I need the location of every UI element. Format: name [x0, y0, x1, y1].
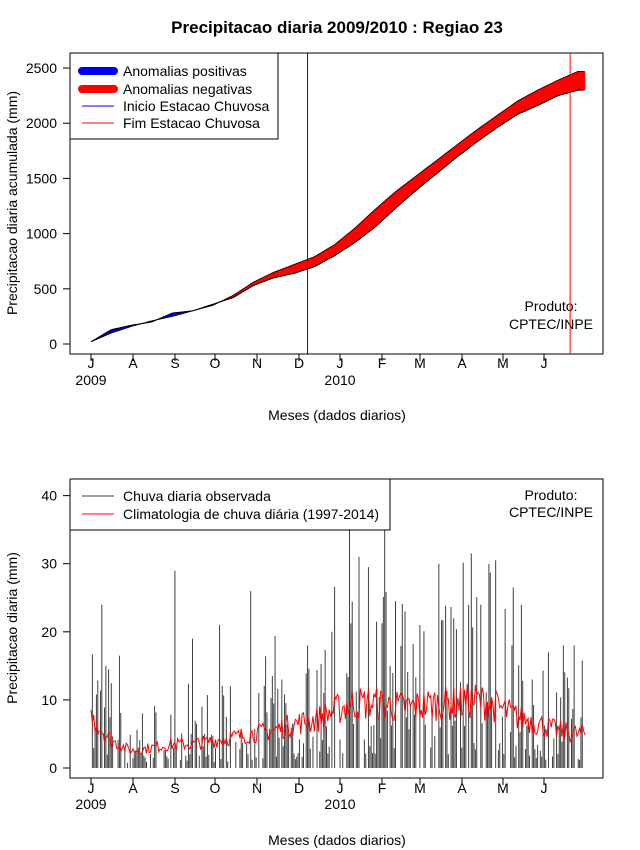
top-y-tick-label: 500	[34, 281, 58, 297]
legend-label-fim: Fim Estacao Chuvosa	[123, 115, 260, 131]
top-x-tick-label: O	[210, 355, 221, 371]
top-x-axis-label: Meses (dados diarios)	[268, 407, 406, 423]
legend-label-climatology: Climatologia de chuva diária (1997-2014)	[123, 506, 379, 522]
bottom-x-axis-label: Meses (dados diarios)	[268, 832, 406, 848]
top-y-tick-label: 1000	[26, 226, 57, 242]
observed-cumulative-line	[90, 89, 584, 343]
top-annotation-cptec: CPTEC/INPE	[509, 316, 593, 332]
legend-label-positive: Anomalias positivas	[123, 63, 247, 79]
bottom-x-tick-label: N	[252, 780, 262, 796]
legend-label-negative: Anomalias negativas	[123, 81, 252, 97]
legend-label-observed: Chuva diaria observada	[123, 488, 271, 504]
top-year-label-2009: 2009	[75, 372, 106, 388]
bottom-x-tick-label: A	[457, 780, 467, 796]
bottom-y-tick-label: 0	[49, 760, 57, 776]
top-year-label-2010: 2010	[324, 372, 355, 388]
top-anomaly-areas	[90, 53, 586, 354]
bottom-y-tick-label: 40	[41, 488, 57, 504]
bottom-annotation-produto: Produto:	[525, 487, 578, 503]
top-x-tick-label: M	[497, 355, 509, 371]
bottom-legend: Chuva diaria observada Climatologia de ch…	[69, 478, 391, 531]
top-x-tick-label: M	[414, 355, 426, 371]
bottom-x-tick-label: M	[414, 780, 426, 796]
top-y-tick-label: 2500	[26, 60, 57, 76]
bottom-annotation-cptec: CPTEC/INPE	[509, 504, 593, 520]
bottom-x-tick-label: S	[170, 780, 179, 796]
top-x-tick-label: J	[337, 355, 344, 371]
bottom-x-tick-label: J	[337, 780, 344, 796]
top-y-axis: 0 500 1000 1500 2000 2500	[26, 60, 71, 352]
bottom-x-tick-label: F	[378, 780, 387, 796]
top-x-tick-label: N	[252, 355, 262, 371]
top-y-axis-label: Precipitacao diaria acumulada (mm)	[4, 91, 20, 315]
top-y-tick-label: 1500	[26, 170, 57, 186]
bottom-x-tick-label: M	[497, 780, 509, 796]
bottom-y-tick-label: 30	[41, 556, 57, 572]
bottom-y-tick-label: 10	[41, 692, 57, 708]
top-annotation-produto: Produto:	[525, 298, 578, 314]
top-x-tick-label: A	[128, 355, 138, 371]
top-x-tick-label: A	[457, 355, 467, 371]
bottom-x-tick-label: O	[210, 780, 221, 796]
top-x-tick-label: J	[88, 355, 95, 371]
top-x-tick-label: F	[378, 355, 387, 371]
top-y-tick-label: 0	[49, 336, 57, 352]
bottom-x-tick-label: J	[541, 780, 548, 796]
top-x-tick-label: J	[541, 355, 548, 371]
legend-label-inicio: Inicio Estacao Chuvosa	[123, 98, 270, 114]
climatology-daily-line	[90, 683, 586, 756]
chart-title: Precipitacao diaria 2009/2010 : Regiao 2…	[171, 18, 503, 37]
daily-rain-bars	[90, 512, 586, 768]
top-legend: Anomalias positivas Anomalias negativas …	[69, 52, 279, 140]
top-x-tick-label: D	[294, 355, 304, 371]
bottom-legend-box	[69, 478, 391, 531]
bottom-y-axis-label: Precipitacao diaria (mm)	[4, 552, 20, 704]
top-y-tick-label: 2000	[26, 115, 57, 131]
top-x-tick-label: S	[170, 355, 179, 371]
bottom-x-tick-label: J	[88, 780, 95, 796]
bottom-y-axis: 0 10 20 30 40	[41, 488, 71, 776]
bottom-year-label-2009: 2009	[75, 796, 106, 812]
climatology-cumulative-line	[90, 71, 584, 343]
bottom-x-tick-label: D	[294, 780, 304, 796]
bottom-x-tick-label: A	[128, 780, 138, 796]
negative-anomaly-segment	[583, 71, 586, 91]
bottom-year-label-2010: 2010	[324, 796, 355, 812]
bottom-y-tick-label: 20	[41, 624, 57, 640]
